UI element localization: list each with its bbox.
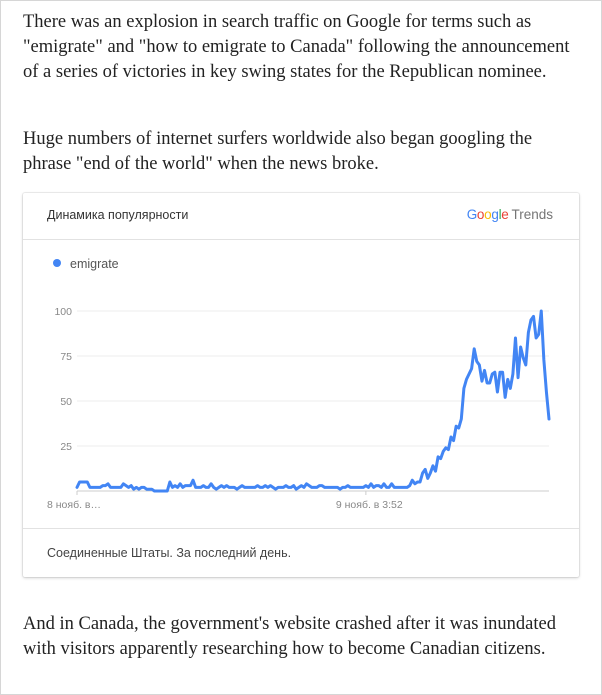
google-trends-logo[interactable]: Google Trends [467,207,553,222]
y-tick-label: 75 [60,351,72,363]
widget-footer-text: Соединенные Штаты. За последний день. [47,546,292,560]
widget-footer: Соединенные Штаты. За последний день. [23,528,579,577]
chart-gridlines [77,310,549,492]
legend-label-emigrate: emigrate [70,257,119,271]
article-paragraph-1: There was an explosion in search traffic… [23,12,570,82]
article-paragraph-2: Huge numbers of internet surfers worldwi… [23,129,533,174]
google-logo-letter: l [498,207,502,222]
google-logo-letter: o [476,207,485,222]
legend-dot-icon [53,259,61,267]
google-trends-widget: Динамика популярности Google Trends emigr… [23,193,579,577]
y-tick-label: 100 [54,306,72,318]
y-tick-label: 25 [60,441,72,453]
x-tick-label: 9 нояб. в 3:52 [336,499,403,511]
google-logo-letter: o [484,207,492,222]
x-axis-ticks: 8 нояб. в… 9 нояб. в 3:52 [47,491,403,511]
y-tick-label: 50 [60,396,72,408]
y-axis-ticks: 25 50 75 100 [54,306,72,453]
series-line-emigrate[interactable] [75,309,551,493]
chart-legend: emigrate [53,257,119,271]
google-logo-letter: e [501,207,509,222]
google-logo-letter: G [466,207,478,222]
article-paragraph-3: And in Canada, the government's website … [23,614,556,659]
google-logo-letter: g [491,207,499,222]
widget-title: Динамика популярности [47,208,189,222]
trends-wordmark: Trends [511,207,553,222]
google-wordmark: Google [467,207,509,222]
widget-header: Динамика популярности Google Trends [23,193,579,240]
trend-chart[interactable]: 25 50 75 100 8 нояб. в… 9 нояб. в 3:52 [23,288,579,528]
x-tick-label: 8 нояб. в… [47,499,101,511]
